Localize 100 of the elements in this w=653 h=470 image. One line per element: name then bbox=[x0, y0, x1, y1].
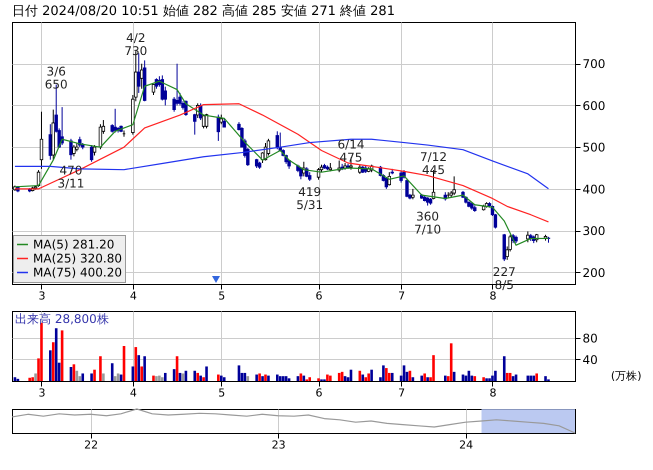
x-tick-label: 7 bbox=[398, 290, 406, 302]
y-tick-label: 400 bbox=[582, 182, 606, 196]
bar bbox=[161, 377, 164, 381]
bar bbox=[182, 373, 184, 381]
legend-label: MA(25) 320.80 bbox=[33, 252, 122, 266]
bar bbox=[140, 366, 143, 381]
bar bbox=[72, 364, 76, 381]
annotation: 360 7/10 bbox=[414, 210, 442, 237]
bar bbox=[382, 365, 385, 381]
bar bbox=[502, 356, 506, 381]
x-tick-label: 3 bbox=[38, 290, 46, 302]
bar bbox=[99, 356, 102, 381]
bar bbox=[164, 372, 167, 381]
bar bbox=[137, 355, 140, 381]
y-tick-label: 600 bbox=[582, 98, 606, 113]
candlestick bbox=[266, 138, 270, 156]
bar bbox=[344, 376, 346, 381]
bar bbox=[444, 376, 447, 381]
bar bbox=[258, 373, 261, 381]
legend-label: MA(5) 281.20 bbox=[33, 238, 114, 252]
x-tick-label: 4 bbox=[130, 290, 137, 302]
bar bbox=[40, 322, 43, 381]
bar bbox=[244, 372, 246, 381]
candlestick bbox=[299, 166, 303, 180]
bar bbox=[408, 370, 412, 381]
bar bbox=[246, 376, 250, 381]
bar bbox=[217, 374, 220, 381]
annotation: 6/14 475 bbox=[338, 138, 364, 165]
bar bbox=[361, 374, 364, 381]
y-axis-title: (万株) bbox=[610, 370, 642, 382]
bar bbox=[14, 377, 16, 381]
candlestick bbox=[276, 130, 279, 150]
candlestick bbox=[216, 114, 220, 142]
bar bbox=[423, 373, 426, 381]
candlestick bbox=[411, 188, 415, 200]
bar bbox=[52, 342, 55, 381]
bar bbox=[276, 374, 279, 381]
x-tick-label: 24 bbox=[459, 438, 474, 452]
bar bbox=[482, 377, 485, 381]
bar bbox=[31, 377, 34, 381]
chart-title: 日付 2024/08/20 10:51 始値 282 高値 285 安値 271 終値 281 bbox=[12, 3, 395, 19]
bar bbox=[178, 372, 182, 381]
bar bbox=[202, 377, 205, 381]
legend-label: MA(75) 400.20 bbox=[33, 266, 122, 280]
bar bbox=[462, 374, 464, 381]
bar bbox=[132, 366, 134, 381]
bar bbox=[450, 343, 452, 381]
candlestick bbox=[113, 108, 117, 134]
bar bbox=[90, 373, 93, 381]
candlestick bbox=[222, 117, 226, 128]
x-tick-label: 5 bbox=[218, 290, 226, 302]
y-tick-label: 300 bbox=[582, 224, 606, 238]
bar bbox=[184, 370, 188, 381]
bar bbox=[468, 370, 470, 381]
bar bbox=[255, 374, 258, 381]
bar bbox=[529, 376, 532, 381]
bar bbox=[514, 374, 518, 381]
bar bbox=[535, 373, 538, 381]
bar bbox=[155, 376, 158, 381]
bar bbox=[296, 376, 300, 381]
bar bbox=[506, 372, 509, 381]
bar bbox=[264, 374, 267, 381]
bar bbox=[76, 370, 78, 381]
y-tick-label: 500 bbox=[582, 140, 606, 155]
x-tick-label: 8 bbox=[489, 386, 496, 400]
bar bbox=[494, 370, 497, 381]
bar bbox=[390, 372, 394, 381]
bar bbox=[338, 372, 340, 381]
bar bbox=[110, 363, 114, 381]
bar bbox=[385, 368, 388, 381]
bar bbox=[222, 377, 226, 381]
candlestick bbox=[98, 124, 102, 150]
bar bbox=[358, 370, 362, 381]
bar bbox=[267, 376, 270, 381]
bar bbox=[205, 366, 208, 381]
bar bbox=[329, 376, 332, 381]
bar bbox=[34, 373, 37, 381]
bar bbox=[326, 374, 329, 381]
bar bbox=[452, 372, 456, 381]
x-tick-label: 6 bbox=[316, 386, 323, 400]
bar bbox=[172, 369, 176, 381]
bar bbox=[302, 376, 306, 381]
bar bbox=[308, 377, 312, 381]
annotation: 419 5/31 bbox=[296, 184, 324, 212]
bar bbox=[508, 372, 512, 381]
bar bbox=[284, 376, 288, 381]
annotation: 4/2 730 bbox=[124, 31, 148, 58]
bar bbox=[370, 370, 373, 381]
bar bbox=[238, 365, 240, 381]
candlestick bbox=[193, 113, 196, 136]
bar bbox=[143, 356, 146, 381]
bar bbox=[134, 347, 138, 381]
bar bbox=[114, 376, 116, 381]
candlestick bbox=[452, 176, 456, 196]
bar bbox=[532, 376, 536, 381]
bar bbox=[49, 350, 52, 381]
bar bbox=[158, 376, 161, 381]
x-tick-label: 5 bbox=[218, 386, 226, 400]
bar bbox=[261, 376, 264, 381]
x-tick-label: 7 bbox=[398, 386, 406, 400]
